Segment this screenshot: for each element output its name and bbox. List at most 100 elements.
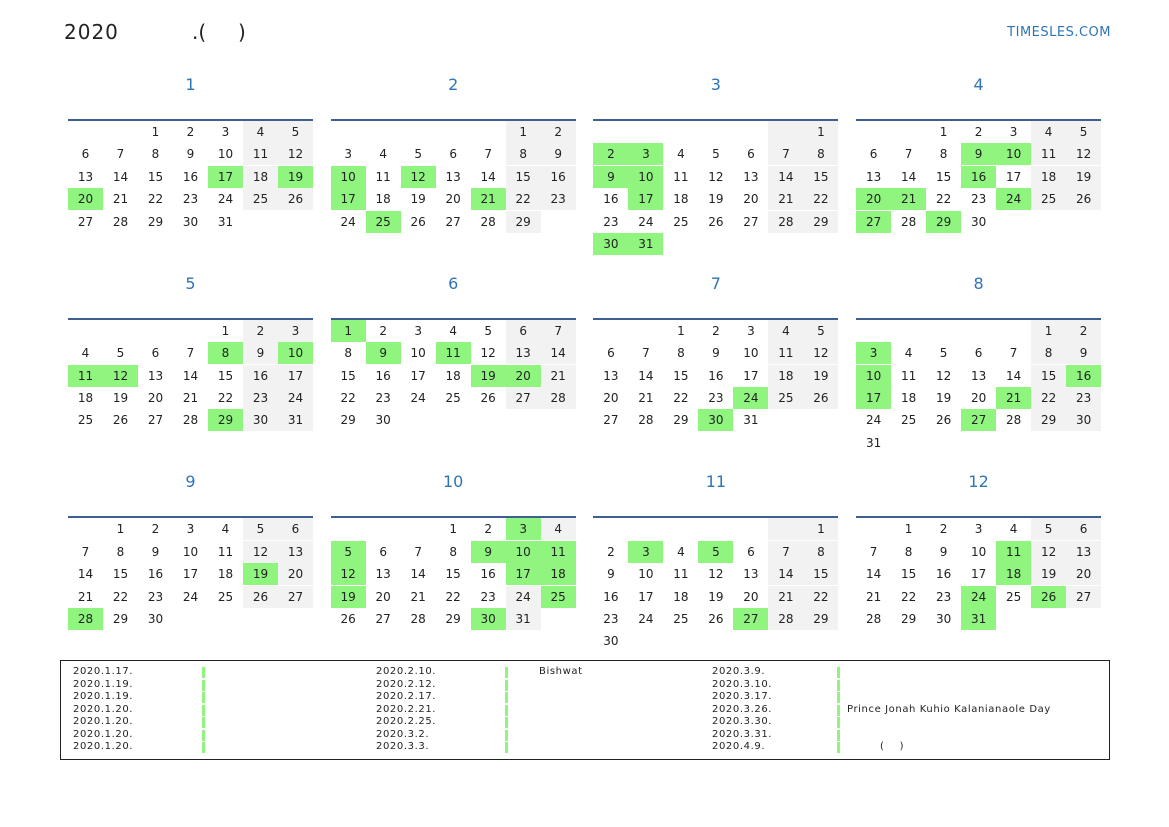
day-cell: 20 — [505, 364, 541, 387]
day-cell: 2 — [151, 522, 160, 537]
day-cell: 8 — [904, 544, 913, 559]
month-label: 4 — [973, 75, 984, 94]
day-cell: 29 — [803, 608, 839, 630]
note-separator — [837, 704, 840, 716]
day-cell: 16 — [375, 368, 391, 383]
day-cell: 19 — [803, 364, 839, 387]
day-cell: 30 — [375, 413, 391, 428]
day-cell: 29 — [340, 413, 356, 428]
day-cell: 24 — [182, 589, 199, 604]
day-cell: 16 — [603, 192, 619, 207]
day-cell: 9 — [961, 143, 997, 166]
day-cell: 7 — [186, 346, 195, 361]
day-cell: 31 — [743, 413, 759, 428]
day-cell: 21 — [768, 585, 804, 608]
note-date: 2020.2.17. — [376, 691, 437, 702]
day-cell: 28 — [182, 413, 199, 428]
day-cell: 11 — [243, 143, 278, 166]
day-cell: 30 — [970, 214, 987, 229]
day-cell: 20 — [856, 188, 892, 211]
day-cell: 2 — [484, 522, 492, 537]
month-rule — [68, 119, 313, 121]
day-cell: 26 — [708, 214, 724, 229]
day-cell: 11 — [1031, 143, 1067, 166]
day-cell: 5 — [939, 346, 948, 361]
day-cell: 6 — [151, 346, 160, 361]
day-cell: 5 — [1031, 518, 1067, 541]
day-cell: 24 — [961, 585, 997, 608]
note-date: 2020.3.9. — [712, 666, 766, 677]
notes-box — [60, 660, 1110, 760]
site-link[interactable]: TIMESLES.COM — [1007, 25, 1111, 40]
day-cell: 11 — [68, 364, 103, 387]
day-cell: 26 — [1066, 188, 1102, 211]
day-cell: 22 — [673, 390, 689, 405]
day-cell: 27 — [445, 214, 461, 229]
note-separator — [837, 679, 840, 691]
day-cell: 2 — [1066, 319, 1102, 342]
empty-cell — [471, 121, 506, 143]
day-cell: 21 — [77, 589, 94, 604]
day-cell: 26 — [935, 413, 952, 428]
day-cell: 14 — [768, 563, 804, 586]
day-cell: 1 — [449, 522, 457, 537]
day-cell: 22 — [1031, 386, 1067, 409]
day-cell: 1 — [330, 319, 366, 342]
day-cell: 11 — [375, 169, 391, 184]
day-cell: 21 — [182, 390, 199, 405]
note-date: 2020.1.17. — [73, 666, 134, 677]
note-date: 2020.4.9. — [712, 741, 766, 752]
day-cell: 21 — [540, 364, 576, 387]
day-cell: 2 — [712, 323, 720, 338]
day-cell: 19 — [470, 364, 506, 387]
day-cell: 15 — [803, 165, 839, 188]
day-cell: 7 — [768, 540, 804, 563]
month-rule — [330, 516, 576, 519]
day-cell: 16 — [961, 165, 997, 188]
day-cell: 19 — [243, 563, 278, 586]
day-cell: 18 — [768, 364, 804, 387]
day-cell: 30 — [698, 409, 734, 432]
day-cell: 4 — [677, 147, 685, 162]
day-cell: 21 — [410, 589, 426, 604]
day-cell: 29 — [505, 210, 541, 233]
day-cell: 8 — [449, 544, 457, 559]
note-date: 2020.2.10. — [376, 666, 437, 677]
day-cell: 16 — [480, 567, 496, 582]
month-label: 1 — [185, 75, 196, 94]
day-cell: 31 — [505, 608, 541, 630]
day-cell: 30 — [470, 608, 506, 630]
empty-cell — [68, 121, 103, 143]
day-cell: 7 — [869, 544, 878, 559]
day-cell: 5 — [712, 147, 720, 162]
empty-cell — [401, 121, 436, 143]
day-cell: 1 — [116, 522, 125, 537]
day-cell: 29 — [926, 210, 962, 233]
day-cell: 21 — [891, 188, 927, 211]
day-cell: 20 — [743, 192, 759, 207]
day-cell: 15 — [340, 368, 356, 383]
note-separator — [202, 729, 205, 741]
day-cell: 24 — [410, 390, 426, 405]
day-cell: 9 — [939, 544, 948, 559]
day-cell: 24 — [865, 413, 882, 428]
day-cell: 9 — [186, 147, 195, 162]
note-date: 2020.2.21. — [376, 703, 437, 715]
note-separator — [202, 679, 205, 691]
note-separator — [837, 742, 840, 753]
day-cell: 12 — [103, 364, 138, 387]
empty-cell — [768, 518, 804, 541]
month-rule — [856, 119, 1102, 121]
day-cell: 29 — [112, 612, 129, 626]
day-cell: 24 — [278, 386, 313, 409]
day-cell: 27 — [77, 214, 94, 229]
note-date: 2020.1.20. — [73, 728, 134, 740]
note-separator — [202, 667, 205, 678]
day-cell: 24 — [340, 214, 356, 229]
note-date: 2020.3.2. — [376, 728, 430, 740]
day-cell: 24 — [733, 386, 769, 409]
day-cell: 27 — [856, 210, 892, 233]
day-cell: 11 — [996, 540, 1032, 563]
day-cell: 5 — [803, 319, 839, 342]
